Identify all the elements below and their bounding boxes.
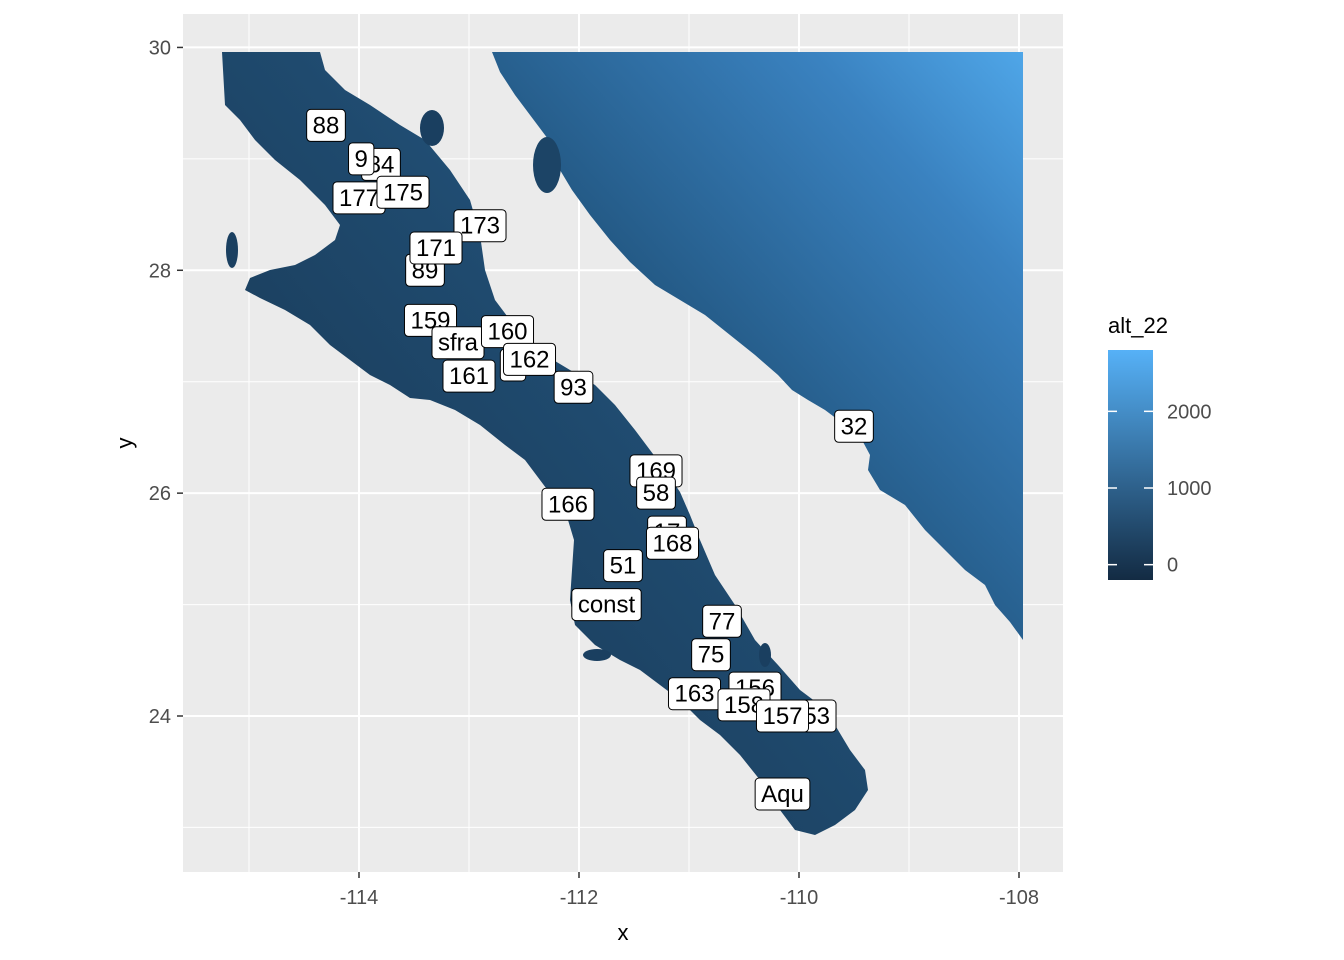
- site-label-text: 88: [313, 112, 340, 139]
- site-label-box: [755, 699, 810, 733]
- site-label-box: [502, 342, 557, 376]
- site-label-text: Aqu: [761, 781, 804, 808]
- legend-title: alt_22: [1108, 313, 1168, 338]
- site-label-text: sfra: [438, 330, 479, 357]
- island-tiburon: [533, 137, 561, 193]
- site-label: 173: [453, 209, 507, 243]
- site-label-text: 93: [560, 374, 587, 401]
- site-label: 162: [502, 342, 557, 376]
- site-label-box: [409, 231, 463, 265]
- site-label-text: 75: [698, 642, 725, 669]
- site-label-box: [442, 359, 496, 393]
- site-label-box: [571, 588, 642, 622]
- site-label-text: 163: [674, 681, 714, 708]
- site-label: 77: [702, 604, 742, 638]
- site-label-box: [636, 476, 676, 510]
- island-espiritu: [759, 643, 771, 667]
- y-axis-title: y: [112, 438, 137, 449]
- x-tick-label: -112: [560, 887, 599, 909]
- site-label-text: 162: [509, 346, 549, 373]
- y-tick-label: 28: [149, 260, 171, 282]
- site-labels: 8884917717517389171159sfra16011621619332…: [306, 108, 874, 811]
- legend: alt_22 0 1000 2000: [1108, 313, 1212, 580]
- site-label-text: 161: [449, 363, 489, 390]
- site-label-box: [834, 409, 874, 443]
- site-label-text: 171: [416, 235, 456, 262]
- site-label-box: [645, 526, 700, 560]
- island-cedros: [226, 232, 238, 268]
- site-label: 93: [553, 370, 594, 404]
- site-label-box: [453, 209, 507, 243]
- site-label-text: 77: [709, 608, 736, 635]
- site-label-box: [376, 175, 430, 209]
- site-label-text: 160: [487, 319, 527, 346]
- site-label: 32: [834, 409, 874, 443]
- site-label-box: [553, 370, 594, 404]
- site-label: 9: [348, 142, 375, 176]
- site-label: 177: [332, 181, 386, 215]
- site-label: 75: [691, 638, 731, 672]
- site-label: 88: [306, 108, 346, 142]
- site-label-text: const: [578, 592, 636, 619]
- x-tick-label: -110: [780, 887, 819, 909]
- site-label-box: [603, 549, 643, 583]
- x-tick-label: -108: [999, 887, 1039, 909]
- y-tick-label: 26: [149, 483, 171, 505]
- site-label-text: 157: [762, 703, 802, 730]
- site-label-text: 58: [643, 480, 670, 507]
- y-tick-label: 30: [149, 37, 171, 59]
- site-label: 51: [603, 549, 643, 583]
- site-label-box: [691, 638, 731, 672]
- site-label-text: 177: [339, 185, 379, 212]
- site-label: 166: [541, 487, 595, 521]
- x-axis-title: x: [618, 920, 629, 945]
- site-label: 163: [667, 677, 722, 711]
- site-label: 171: [409, 231, 463, 265]
- site-label: const: [571, 588, 642, 622]
- site-label: 161: [442, 359, 496, 393]
- legend-tick-label: 0: [1167, 555, 1178, 577]
- legend-tick-label: 1000: [1167, 478, 1212, 500]
- site-label-text: 168: [652, 530, 692, 557]
- y-tick-label: 24: [149, 706, 171, 728]
- site-label-text: 9: [355, 146, 368, 173]
- island-magdalena: [583, 649, 611, 661]
- site-label-text: 173: [460, 213, 500, 240]
- site-label-text: 32: [841, 413, 868, 440]
- site-label-box: [306, 108, 346, 142]
- site-label-text: 175: [383, 179, 423, 206]
- site-label: Aqu: [754, 777, 811, 811]
- legend-tick-label: 2000: [1167, 401, 1212, 423]
- legend-colorbar: [1108, 350, 1153, 580]
- site-label: 58: [636, 476, 676, 510]
- axes: -114 -112 -110 -108 24 26 28 30: [149, 37, 1039, 909]
- site-label-text: 51: [610, 553, 637, 580]
- site-label: 157: [755, 699, 810, 733]
- x-tick-label: -114: [340, 887, 379, 909]
- site-label-box: [754, 777, 811, 811]
- site-label: 160: [480, 315, 535, 349]
- site-label: 168: [645, 526, 700, 560]
- site-label-text: 166: [548, 491, 588, 518]
- mainland-landmass: [492, 52, 1023, 640]
- site-label: 175: [376, 175, 430, 209]
- site-label: sfra: [431, 326, 485, 360]
- site-label-box: [702, 604, 742, 638]
- island-angel: [420, 110, 444, 146]
- site-label-box: [348, 142, 375, 176]
- site-label-box: [541, 487, 595, 521]
- legend-ticks: 0 1000 2000: [1108, 401, 1212, 577]
